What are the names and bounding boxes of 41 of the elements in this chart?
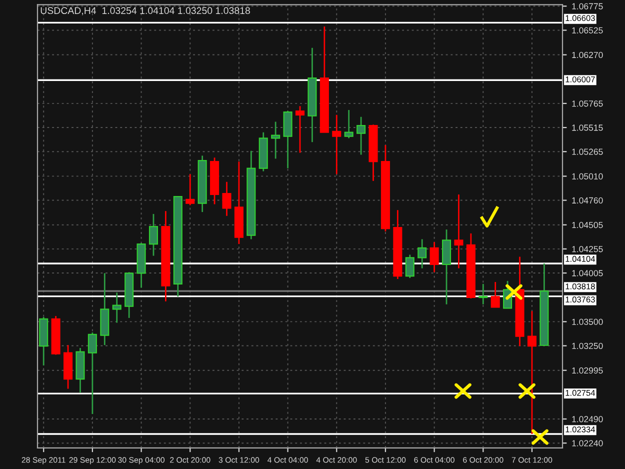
ref-line-label: 1.03763 [566, 296, 595, 302]
y-tick-label: 1.04005 [572, 270, 603, 276]
y-tick-label: 1.02490 [572, 416, 603, 422]
y-tick-label: 1.05010 [572, 173, 603, 180]
candlestick [490, 281, 500, 308]
y-tick-label: 1.02240 [572, 440, 603, 446]
y-tick-label: 1.03500 [572, 318, 603, 325]
ref-line-label: 1.02754 [566, 390, 596, 396]
candlestick [478, 283, 488, 306]
ref-line-label: 1.04104 [566, 256, 596, 262]
candlestick [148, 213, 158, 256]
y-tick-label: 1.03250 [572, 342, 603, 350]
candlestick [332, 114, 342, 175]
y-tick-label: 1.06525 [572, 27, 603, 34]
ref-line-label: 1.06007 [566, 76, 595, 82]
candlestick [356, 116, 366, 156]
y-tick-label: 1.04505 [572, 222, 603, 228]
candlestick [430, 241, 439, 273]
candlestick [418, 238, 427, 269]
y-tick-label: 1.05265 [572, 148, 603, 155]
candlestick [186, 173, 195, 206]
y-tick-label: 1.05515 [572, 124, 603, 131]
ref-line-label: 1.02334 [566, 426, 596, 432]
candlestick [295, 105, 305, 154]
chart-title: USDCAD,H4 1.03254 1.04104 1.03250 1.03818 [40, 7, 250, 16]
y-tick-label: 1.02995 [572, 367, 603, 374]
candlestick [112, 292, 122, 324]
candlestick [88, 332, 97, 415]
y-tick-label: 1.05765 [572, 100, 603, 107]
y-tick-label: 1.04760 [572, 197, 603, 204]
candlestick [454, 194, 464, 269]
ref-line-label: 1.03818 [566, 283, 595, 290]
y-tick-label: 1.06270 [572, 52, 603, 58]
y-tick-label: 1.06775 [572, 3, 603, 10]
y-tick-label: 1.04255 [572, 246, 603, 252]
candlestick [527, 310, 536, 435]
ref-line-label: 1.06603 [566, 15, 595, 22]
candlestick [271, 121, 280, 160]
candlestick [405, 254, 414, 279]
candlestick [344, 109, 354, 139]
candlestick [222, 181, 232, 217]
